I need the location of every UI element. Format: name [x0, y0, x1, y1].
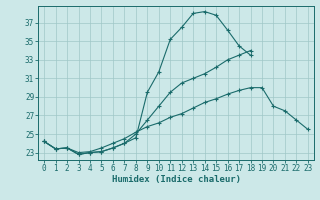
X-axis label: Humidex (Indice chaleur): Humidex (Indice chaleur): [111, 175, 241, 184]
